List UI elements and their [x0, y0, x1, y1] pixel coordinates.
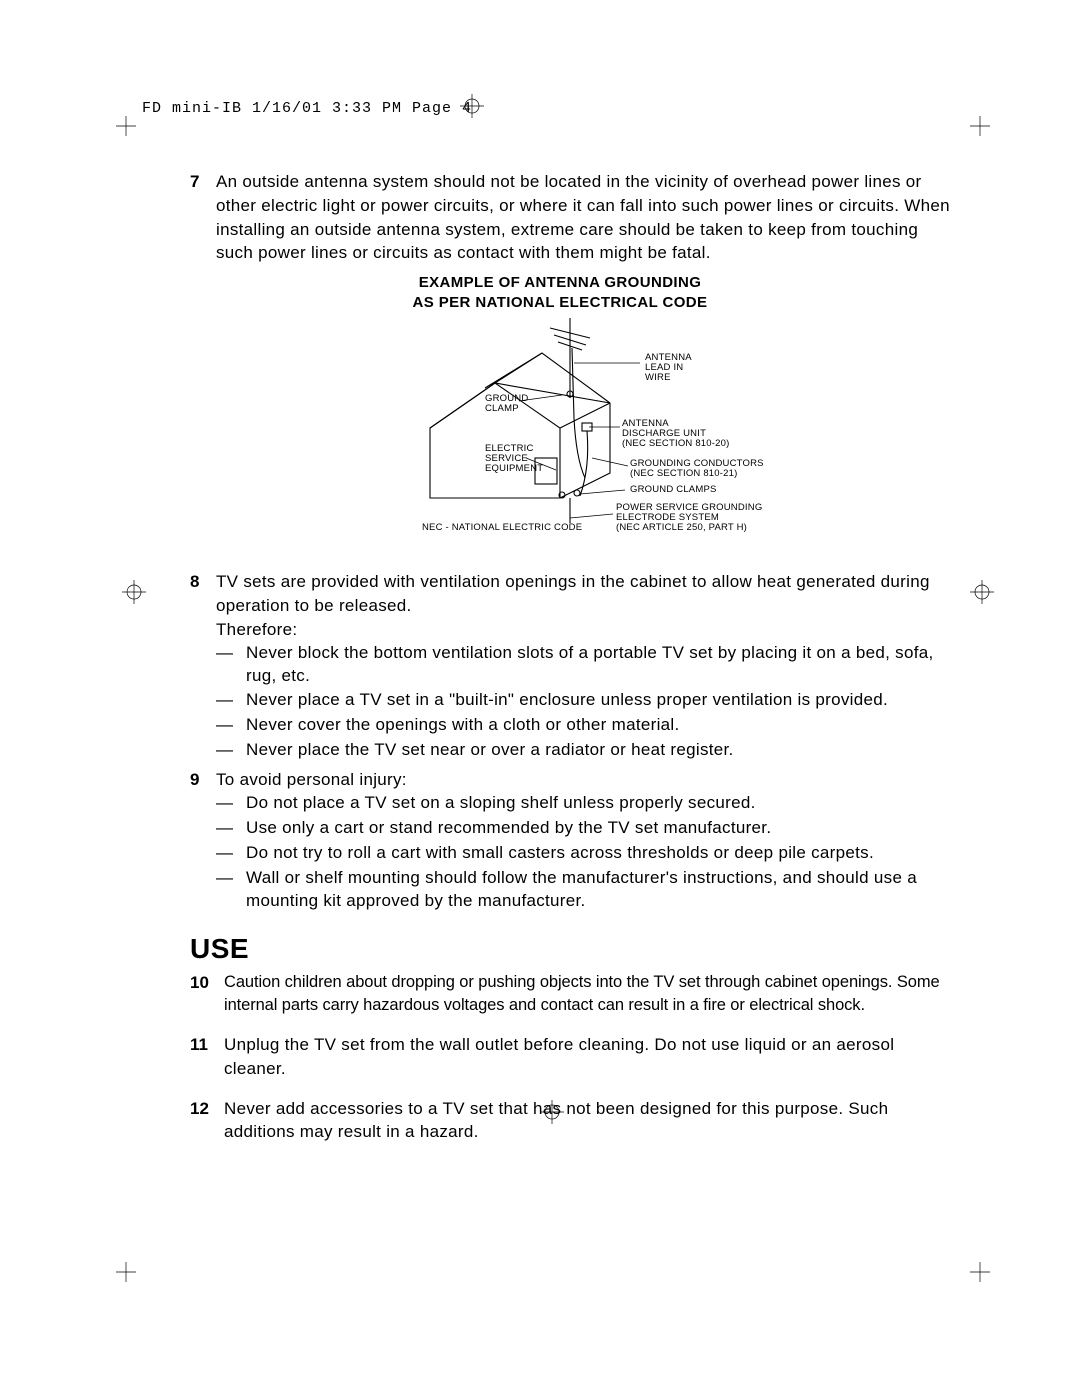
item-8-therefore: Therefore: — [216, 618, 950, 642]
crop-mark-tr — [970, 116, 1000, 146]
antenna-diagram-block: EXAMPLE OF ANTENNA GROUNDING AS PER NATI… — [190, 273, 950, 558]
item-9-intro: To avoid personal injury: — [216, 768, 950, 792]
item-8: 8 TV sets are provided with ventilation … — [190, 570, 950, 764]
item-11-num: 11 — [190, 1033, 224, 1081]
item-9-sub-2-text: Do not try to roll a cart with small cas… — [246, 842, 950, 865]
crop-mark-br — [970, 1262, 1000, 1292]
diagram-title-line2: AS PER NATIONAL ELECTRICAL CODE — [413, 294, 708, 311]
item-8-sub-1: —Never place a TV set in a "built-in" en… — [216, 689, 950, 712]
item-9-sub-0: —Do not place a TV set on a sloping shel… — [216, 792, 950, 815]
item-9-sub-3-text: Wall or shelf mounting should follow the… — [246, 867, 950, 913]
item-10-num: 10 — [190, 971, 224, 1017]
reg-mark-left — [122, 580, 146, 604]
item-7: 7 An outside antenna system should not b… — [190, 170, 950, 265]
content-area: 7 An outside antenna system should not b… — [190, 170, 950, 1160]
lbl-nec-note: NEC - NATIONAL ELECTRIC CODE — [422, 522, 582, 533]
lbl-grounding-cond-2: (NEC SECTION 810-21) — [630, 468, 737, 479]
item-9-sub-3: —Wall or shelf mounting should follow th… — [216, 867, 950, 913]
item-10-text: Caution children about dropping or pushi… — [224, 971, 950, 1017]
lbl-ground-clamp-2: CLAMP — [485, 403, 519, 414]
crop-mark-tl — [116, 116, 146, 146]
use-heading: USE — [190, 933, 950, 965]
crop-mark-bl — [116, 1262, 146, 1292]
lbl-power-3: (NEC ARTICLE 250, PART H) — [616, 522, 747, 533]
item-9: 9 To avoid personal injury: —Do not plac… — [190, 768, 950, 914]
antenna-grounding-diagram: ANTENNA LEAD IN WIRE GROUND CLAMP ANTENN… — [310, 318, 830, 558]
item-8-sub-0: —Never block the bottom ventilation slot… — [216, 642, 950, 688]
item-12-text: Never add accessories to a TV set that h… — [224, 1097, 950, 1145]
lbl-electric-3: EQUIPMENT — [485, 463, 543, 474]
item-7-num: 7 — [190, 170, 216, 265]
item-11: 11 Unplug the TV set from the wall outle… — [190, 1033, 950, 1081]
item-8-sub-0-text: Never block the bottom ventilation slots… — [246, 642, 950, 688]
item-9-sub-2: —Do not try to roll a cart with small ca… — [216, 842, 950, 865]
lbl-antenna-lead-3: WIRE — [645, 372, 671, 383]
item-8-sub-3-text: Never place the TV set near or over a ra… — [246, 739, 950, 762]
diagram-title: EXAMPLE OF ANTENNA GROUNDING AS PER NATI… — [190, 273, 950, 312]
item-12: 12 Never add accessories to a TV set tha… — [190, 1097, 950, 1145]
lbl-ground-clamps: GROUND CLAMPS — [630, 484, 717, 495]
item-10: 10 Caution children about dropping or pu… — [190, 971, 950, 1017]
page-header: FD mini-IB 1/16/01 3:33 PM Page 4 — [142, 100, 472, 117]
item-8-num: 8 — [190, 570, 216, 764]
item-11-text: Unplug the TV set from the wall outlet b… — [224, 1033, 950, 1081]
item-8-sub-2-text: Never cover the openings with a cloth or… — [246, 714, 950, 737]
item-8-intro: TV sets are provided with ventilation op… — [216, 570, 950, 618]
item-8-sub-3: —Never place the TV set near or over a r… — [216, 739, 950, 762]
diagram-title-line1: EXAMPLE OF ANTENNA GROUNDING — [419, 274, 702, 291]
lbl-discharge-3: (NEC SECTION 810-20) — [622, 438, 729, 449]
item-7-text: An outside antenna system should not be … — [216, 170, 950, 265]
item-8-sub-2: —Never cover the openings with a cloth o… — [216, 714, 950, 737]
item-9-sub-1: —Use only a cart or stand recommended by… — [216, 817, 950, 840]
item-9-sub-1-text: Use only a cart or stand recommended by … — [246, 817, 950, 840]
item-9-num: 9 — [190, 768, 216, 914]
reg-mark-right — [970, 580, 994, 604]
item-8-sub-1-text: Never place a TV set in a "built-in" enc… — [246, 689, 950, 712]
item-9-sub-0-text: Do not place a TV set on a sloping shelf… — [246, 792, 950, 815]
item-12-num: 12 — [190, 1097, 224, 1145]
